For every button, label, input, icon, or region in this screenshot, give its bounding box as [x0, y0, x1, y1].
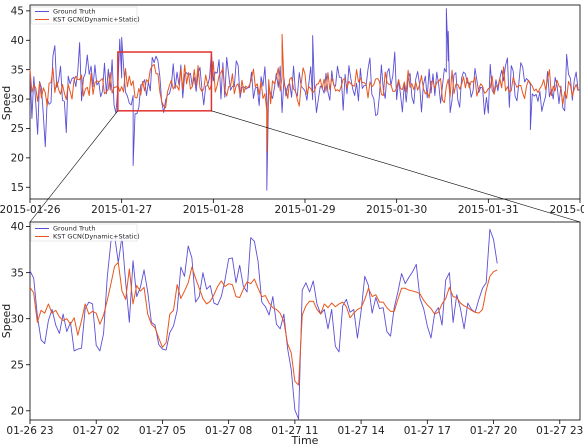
zoom-x-axis-label: Time	[291, 434, 319, 446]
y-tick-label: 25	[11, 123, 24, 135]
overview-legend-box	[30, 6, 138, 25]
x-tick-label: 01-27 05	[139, 425, 186, 437]
zoom-plot-frame	[29, 221, 581, 421]
y-tick-label: 40	[11, 221, 24, 233]
x-tick-label: 01-27 08	[205, 425, 252, 437]
y-tick-label: 15	[11, 182, 24, 194]
overview-plot-frame	[29, 4, 581, 200]
y-tick-label: 35	[11, 267, 24, 279]
series-line-kst-gcn-dynamic-static	[29, 262, 498, 386]
y-tick-label: 35	[11, 64, 24, 76]
overview-y-axis: 15 20 25 30 35 40 45	[11, 5, 30, 194]
x-tick-label: 2015-01-31	[458, 204, 519, 216]
x-tick-label: 01-26 23	[6, 425, 53, 437]
x-tick-label: 01-27 02	[73, 425, 120, 437]
y-tick-label: 25	[11, 359, 24, 371]
y-tick-label: 30	[11, 313, 24, 325]
x-tick-label: 2015-01-28	[183, 204, 244, 216]
y-tick-label: 40	[11, 35, 24, 47]
x-tick-label: 01-27 11	[271, 425, 318, 437]
zoom-chart: 20 25 30 35 40 01-26 23 01-27 02 01-27 05 01-27…	[0, 221, 583, 446]
y-tick-label: 45	[11, 5, 24, 17]
series-line-ground-truth	[29, 8, 581, 191]
zoom-legend-box	[30, 223, 138, 242]
zoom-legend-label-ground-truth: Ground Truth	[53, 225, 95, 233]
overview-x-axis: 2015-01-26 2015-01-27 2015-01-28 2015-01-29…	[0, 199, 584, 216]
x-tick-label: 01-27 17	[404, 425, 451, 437]
x-tick-label: 2015-01-29	[274, 204, 335, 216]
zoom-y-axis: 20 25 30 35 40	[11, 221, 30, 417]
zoom-connector-left	[29, 110, 119, 223]
zoom-region-box	[117, 51, 213, 112]
overview-legend-label-ground-truth: Ground Truth	[53, 8, 95, 16]
zoom-legend: Ground Truth KST GCN(Dynamic+Static)	[30, 223, 140, 242]
y-tick-label: 30	[11, 94, 24, 106]
x-tick-label: 01-27 20	[470, 425, 517, 437]
x-tick-label: 01-27 14	[337, 425, 385, 437]
zoom-series-layer	[29, 228, 498, 420]
x-tick-label: 2015-01-30	[366, 204, 427, 216]
x-tick-label: 01-27 23	[536, 425, 583, 437]
zoom-connector-right	[211, 110, 581, 223]
overview-legend-label-kst-gcn: KST GCN(Dynamic+Static)	[53, 16, 140, 24]
zoom-y-axis-label: Speed	[0, 304, 13, 338]
overview-y-axis-label: Speed	[0, 86, 13, 120]
overview-legend: Ground Truth KST GCN(Dynamic+Static)	[30, 6, 140, 25]
zoom-legend-label-kst-gcn: KST GCN(Dynamic+Static)	[53, 233, 140, 241]
zoom-x-axis: 01-26 23 01-27 02 01-27 05 01-27 08 01-27 11…	[6, 420, 583, 437]
x-tick-label: 2015-01-27	[91, 204, 152, 216]
y-tick-label: 20	[11, 152, 24, 164]
x-tick-label: 2015-01-26	[0, 204, 61, 216]
x-tick-label: 2015-02-01	[549, 204, 584, 216]
y-tick-label: 20	[11, 405, 24, 417]
series-line-kst-gcn-dynamic-static	[29, 33, 579, 153]
overview-series-layer	[29, 8, 581, 191]
series-line-ground-truth	[29, 228, 498, 420]
